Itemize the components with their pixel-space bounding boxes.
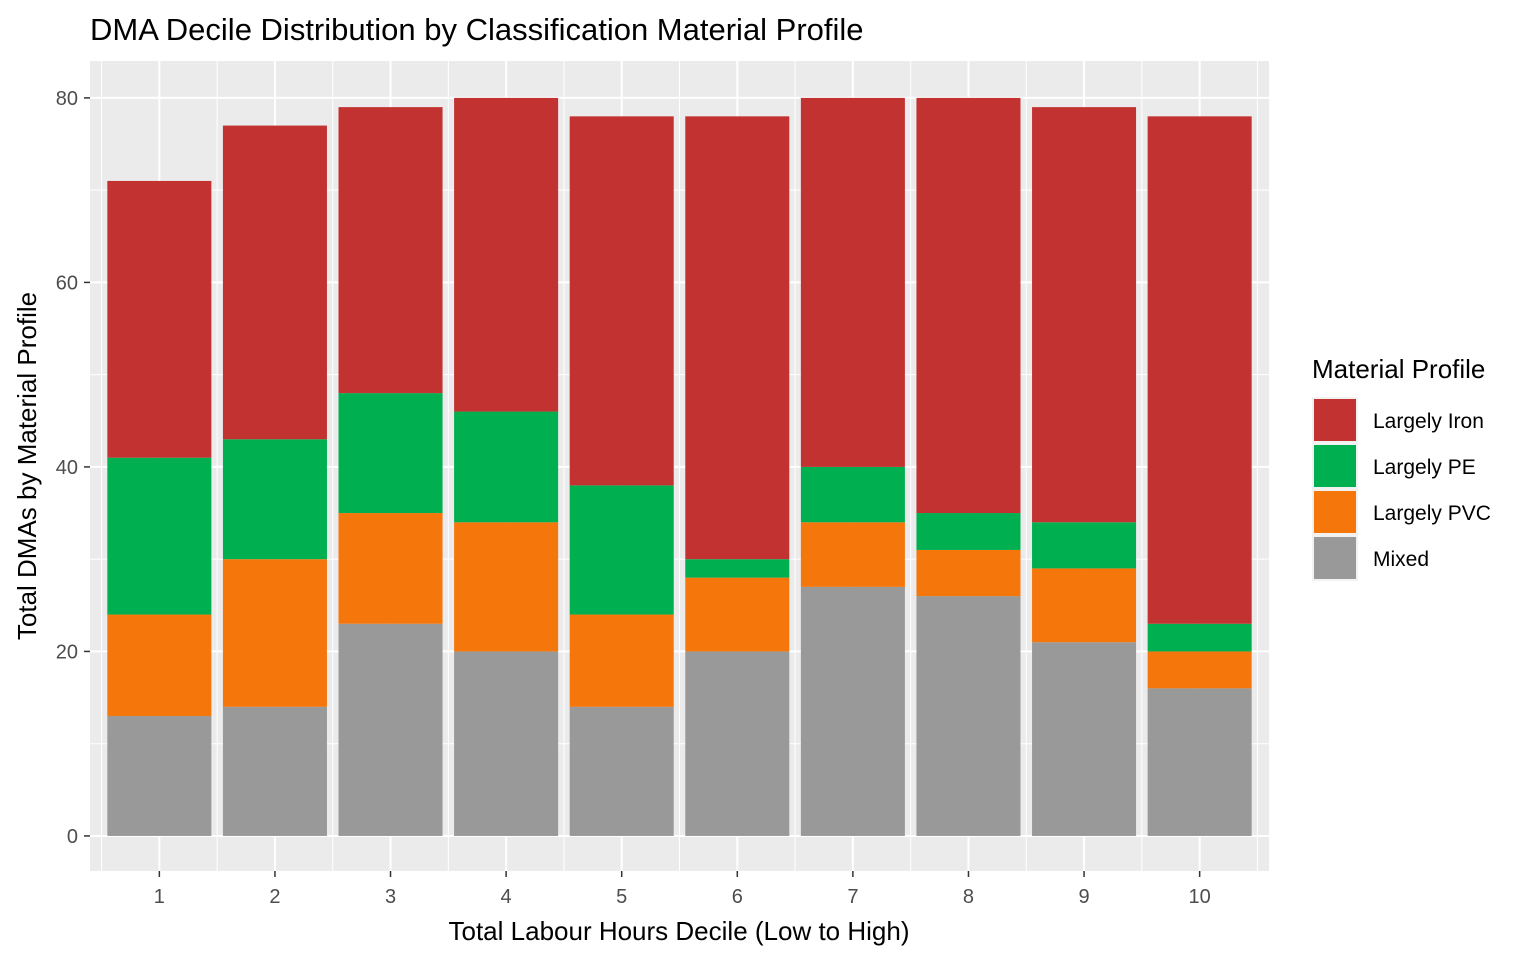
legend-label-largely-pvc: Largely PVC bbox=[1373, 502, 1491, 525]
bar-mixed-decile-2 bbox=[222, 706, 327, 836]
y-tick-label: 60 bbox=[56, 272, 78, 294]
bars bbox=[107, 97, 1252, 836]
bar-largely-pvc-decile-2 bbox=[222, 559, 327, 707]
bar-mixed-decile-4 bbox=[454, 651, 559, 836]
x-tick-label: 8 bbox=[963, 886, 974, 908]
bar-largely-pe-decile-4 bbox=[454, 411, 559, 523]
bar-largely-pvc-decile-5 bbox=[569, 614, 674, 707]
bar-mixed-decile-3 bbox=[338, 623, 443, 836]
bar-largely-iron-decile-8 bbox=[916, 97, 1021, 514]
x-tick-label: 9 bbox=[1078, 886, 1089, 908]
legend-label-largely-pe: Largely PE bbox=[1373, 456, 1476, 479]
bar-largely-iron-decile-2 bbox=[222, 125, 327, 440]
bar-largely-iron-decile-7 bbox=[800, 97, 905, 467]
x-tick-label: 5 bbox=[616, 886, 627, 908]
bar-largely-pe-decile-7 bbox=[800, 466, 905, 523]
bar-largely-pvc-decile-8 bbox=[916, 549, 1021, 597]
bar-largely-pvc-decile-9 bbox=[1032, 568, 1137, 643]
x-tick-label: 10 bbox=[1189, 886, 1211, 908]
bar-mixed-decile-5 bbox=[569, 706, 674, 836]
bar-largely-pvc-decile-6 bbox=[685, 577, 790, 652]
bar-mixed-decile-8 bbox=[916, 596, 1021, 836]
bar-largely-pvc-decile-4 bbox=[454, 522, 559, 652]
bar-largely-pe-decile-1 bbox=[107, 457, 212, 615]
x-tick-label: 2 bbox=[269, 886, 280, 908]
y-tick-label: 0 bbox=[67, 826, 78, 848]
bar-largely-pe-decile-2 bbox=[222, 439, 327, 560]
bar-largely-iron-decile-10 bbox=[1147, 116, 1252, 624]
legend-swatch-largely-pvc bbox=[1314, 491, 1356, 533]
legend-label-mixed: Mixed bbox=[1373, 548, 1429, 571]
y-tick-label: 80 bbox=[56, 88, 78, 110]
bar-largely-pe-decile-10 bbox=[1147, 623, 1252, 652]
bar-largely-iron-decile-1 bbox=[107, 180, 212, 458]
bar-largely-pvc-decile-1 bbox=[107, 614, 212, 717]
x-tick-label: 7 bbox=[847, 886, 858, 908]
y-tick-label: 20 bbox=[56, 641, 78, 663]
legend-swatch-mixed bbox=[1314, 537, 1356, 579]
legend-swatch-largely-pe bbox=[1314, 445, 1356, 487]
bar-mixed-decile-1 bbox=[107, 716, 212, 836]
x-tick-label: 6 bbox=[732, 886, 743, 908]
bar-mixed-decile-7 bbox=[800, 586, 905, 836]
bar-largely-pe-decile-9 bbox=[1032, 522, 1137, 569]
bar-largely-iron-decile-9 bbox=[1032, 107, 1137, 523]
y-tick-label: 40 bbox=[56, 457, 78, 479]
bar-largely-iron-decile-4 bbox=[454, 97, 559, 412]
legend-title: Material Profile bbox=[1312, 354, 1485, 384]
bar-largely-iron-decile-6 bbox=[685, 116, 790, 560]
bar-largely-pvc-decile-7 bbox=[800, 522, 905, 587]
y-axis: 0 20 40 60 80 bbox=[56, 88, 90, 848]
bar-largely-pvc-decile-10 bbox=[1147, 651, 1252, 689]
bar-largely-pe-decile-6 bbox=[685, 559, 790, 578]
bar-largely-pe-decile-8 bbox=[916, 513, 1021, 550]
x-axis: 1 2 3 4 5 6 7 8 9 10 bbox=[154, 871, 1211, 908]
x-tick-label: 4 bbox=[501, 886, 512, 908]
legend-swatch-largely-iron bbox=[1314, 399, 1356, 441]
bar-mixed-decile-10 bbox=[1147, 688, 1252, 836]
x-axis-title: Total Labour Hours Decile (Low to High) bbox=[449, 916, 910, 946]
bar-largely-iron-decile-5 bbox=[569, 116, 674, 486]
chart-title: DMA Decile Distribution by Classificatio… bbox=[90, 12, 864, 47]
legend-items: Largely Iron Largely PE Largely PVC Mixed bbox=[1312, 397, 1491, 581]
bar-largely-pe-decile-5 bbox=[569, 485, 674, 615]
x-tick-label: 1 bbox=[154, 886, 165, 908]
bar-largely-iron-decile-3 bbox=[338, 107, 443, 394]
x-tick-label: 3 bbox=[385, 886, 396, 908]
y-axis-title: Total DMAs by Material Profile bbox=[12, 292, 42, 640]
bar-mixed-decile-6 bbox=[685, 651, 790, 836]
bar-largely-pe-decile-3 bbox=[338, 393, 443, 514]
legend-label-largely-iron: Largely Iron bbox=[1373, 410, 1484, 433]
bar-mixed-decile-9 bbox=[1032, 642, 1137, 836]
bar-largely-pvc-decile-3 bbox=[338, 513, 443, 624]
